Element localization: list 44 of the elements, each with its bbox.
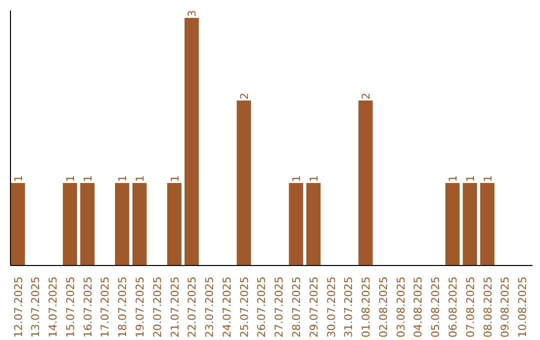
x-tick-label: 28.07.2025 <box>290 276 304 338</box>
data-label: 1 <box>481 175 494 182</box>
x-tick-label: 20.07.2025 <box>150 276 164 338</box>
data-label: 1 <box>12 175 25 182</box>
data-label: 1 <box>64 175 77 182</box>
data-label: 1 <box>168 175 182 182</box>
x-tick-label: 08.08.2025 <box>481 276 494 338</box>
x-tick-label: 27.07.2025 <box>272 276 286 338</box>
x-tick-label: 15.07.2025 <box>64 276 77 338</box>
x-tick-label: 25.07.2025 <box>238 276 251 338</box>
data-label: 1 <box>464 175 477 182</box>
x-tick-label: 23.07.2025 <box>203 276 216 338</box>
data-label: 1 <box>81 175 94 182</box>
data-label: 1 <box>290 175 304 182</box>
x-tick-label: 17.07.2025 <box>98 276 112 338</box>
x-tick-label: 24.07.2025 <box>220 276 234 338</box>
x-tick-label: 10.08.2025 <box>516 276 530 338</box>
x-tick-label: 02.08.2025 <box>376 276 390 338</box>
x-tick-label: 31.07.2025 <box>342 276 356 338</box>
x-tick-label: 07.08.2025 <box>464 276 477 338</box>
x-tick-label: 13.07.2025 <box>29 276 42 338</box>
x-tick-label: 01.08.2025 <box>360 276 373 338</box>
x-tick-label: 09.08.2025 <box>498 276 512 338</box>
x-tick-label: 14.07.2025 <box>46 276 60 338</box>
x-tick-label: 26.07.2025 <box>255 276 268 338</box>
x-tick-label: 18.07.2025 <box>116 276 130 338</box>
data-label: 1 <box>307 175 320 182</box>
data-label: 2 <box>238 92 251 100</box>
x-tick-label: 19.07.2025 <box>134 276 147 338</box>
data-label: 3 <box>186 10 199 17</box>
data-label: 1 <box>116 175 130 182</box>
data-label: 1 <box>446 175 460 182</box>
x-tick-label: 22.07.2025 <box>186 276 199 338</box>
x-tick-label: 06.08.2025 <box>446 276 460 338</box>
x-tick-label: 29.07.2025 <box>307 276 320 338</box>
data-label: 2 <box>360 92 373 100</box>
x-tick-label: 03.08.2025 <box>394 276 408 338</box>
x-tick-label: 05.08.2025 <box>429 276 442 338</box>
x-tick-label: 21.07.2025 <box>168 276 182 338</box>
x-tick-label: 04.08.2025 <box>412 276 425 338</box>
data-label: 1 <box>134 175 147 182</box>
x-tick-label: 30.07.2025 <box>324 276 338 338</box>
x-tick-label: 12.07.2025 <box>12 276 25 338</box>
x-tick-label: 16.07.2025 <box>81 276 94 338</box>
